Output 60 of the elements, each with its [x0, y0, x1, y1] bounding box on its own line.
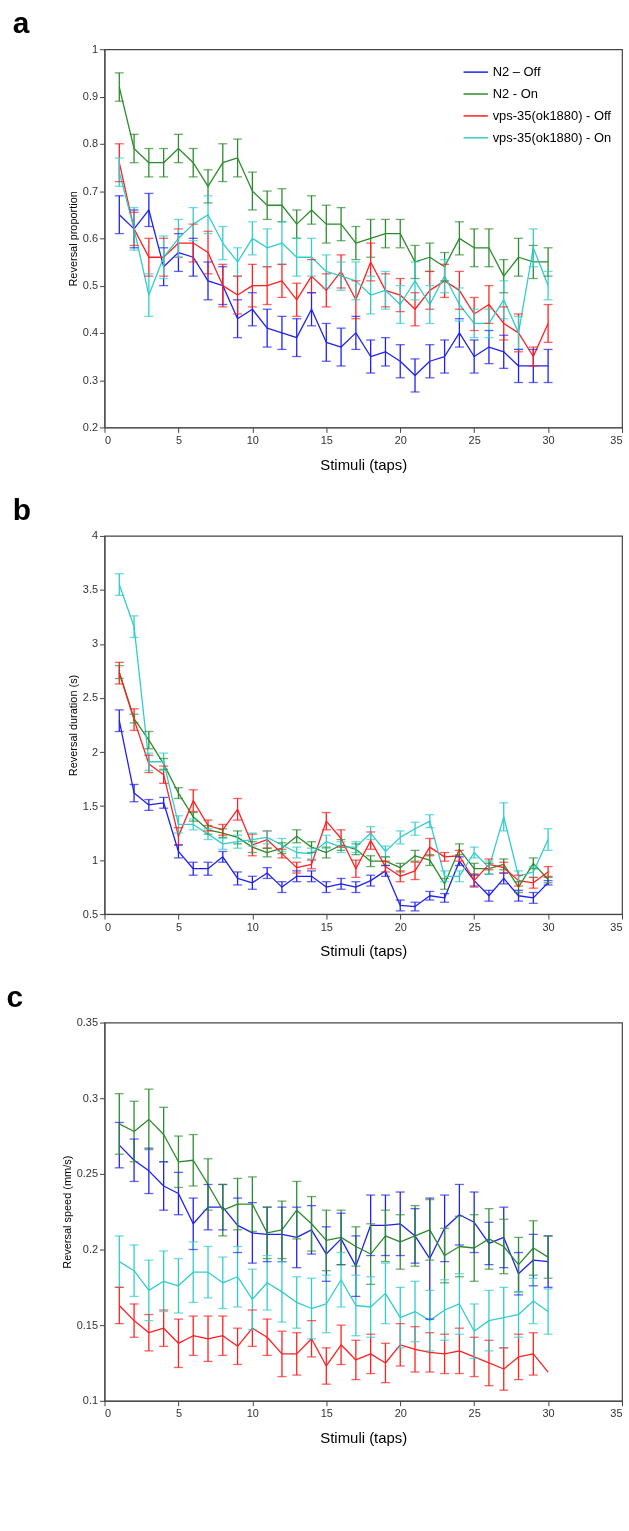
- y-tick-label: 2.5: [82, 691, 99, 704]
- x-tick-label: 5: [175, 1407, 182, 1420]
- x-tick-label: 5: [175, 433, 182, 446]
- x-tick-label: 15: [320, 433, 333, 446]
- y-tick-label: 0.9: [82, 89, 99, 102]
- x-tick-label: 25: [468, 433, 481, 446]
- y-tick-label: 0.4: [82, 326, 99, 339]
- x-tick-label: 15: [320, 1407, 333, 1420]
- legend-label: N2 – Off: [492, 64, 541, 80]
- y-tick-label: 3.5: [82, 583, 99, 596]
- y-tick-label: 0.3: [82, 1091, 99, 1104]
- chart-title: a: [12, 6, 30, 40]
- x-tick-label: 20: [394, 433, 407, 446]
- x-tick-label: 10: [246, 1407, 259, 1420]
- y-axis-title: Reversal speed (mm/s): [60, 1155, 73, 1269]
- x-tick-label: 35: [610, 920, 623, 933]
- x-tick-label: 30: [542, 1407, 555, 1420]
- x-tick-label: 10: [246, 920, 259, 933]
- x-tick-label: 0: [105, 920, 112, 933]
- y-tick-label: 0.25: [76, 1167, 99, 1180]
- x-tick-label: 30: [542, 920, 555, 933]
- x-tick-label: 30: [542, 433, 555, 446]
- y-tick-label: 0.5: [82, 279, 99, 292]
- y-tick-label: 0.6: [82, 231, 99, 244]
- y-tick-label: 4: [91, 529, 99, 542]
- y-tick-label: 0.7: [82, 184, 99, 197]
- x-tick-label: 5: [175, 920, 182, 933]
- x-axis-title: Stimuli (taps): [320, 1429, 408, 1447]
- y-tick-label: 0.15: [76, 1318, 99, 1331]
- y-axis-title: Reversal proportion: [66, 191, 79, 287]
- legend-label: vps-35(ok1880) - On: [492, 129, 612, 145]
- x-tick-label: 15: [320, 920, 333, 933]
- x-tick-label: 20: [394, 1407, 407, 1420]
- x-tick-label: 35: [610, 1407, 623, 1420]
- y-tick-label: 0.5: [82, 907, 99, 920]
- y-tick-label: 0.8: [82, 137, 99, 150]
- y-tick-label: 0.3: [82, 373, 99, 386]
- legend-label: N2 - On: [492, 86, 538, 101]
- y-tick-label: 0.2: [82, 1242, 99, 1255]
- chart-title: c: [6, 979, 24, 1013]
- y-tick-label: 1.5: [82, 799, 99, 812]
- x-axis-title: Stimuli (taps): [320, 942, 408, 960]
- x-tick-label: 0: [105, 1407, 112, 1420]
- x-tick-label: 35: [610, 433, 623, 446]
- x-tick-label: 25: [468, 920, 481, 933]
- y-tick-label: 1: [91, 853, 99, 866]
- chart-title: b: [12, 492, 31, 526]
- y-tick-label: 1: [91, 42, 99, 55]
- y-axis-title: Reversal duration (s): [66, 674, 79, 777]
- y-tick-label: 0.35: [76, 1016, 99, 1029]
- x-tick-label: 0: [105, 433, 112, 446]
- y-tick-label: 0.1: [82, 1394, 99, 1407]
- x-tick-label: 20: [394, 920, 407, 933]
- y-tick-label: 2: [91, 745, 99, 758]
- x-axis-title: Stimuli (taps): [320, 455, 408, 473]
- x-tick-label: 25: [468, 1407, 481, 1420]
- x-tick-label: 10: [246, 433, 259, 446]
- legend-label: vps-35(ok1880) - Off: [492, 107, 612, 123]
- y-tick-label: 0.2: [82, 420, 99, 433]
- y-tick-label: 3: [91, 637, 99, 650]
